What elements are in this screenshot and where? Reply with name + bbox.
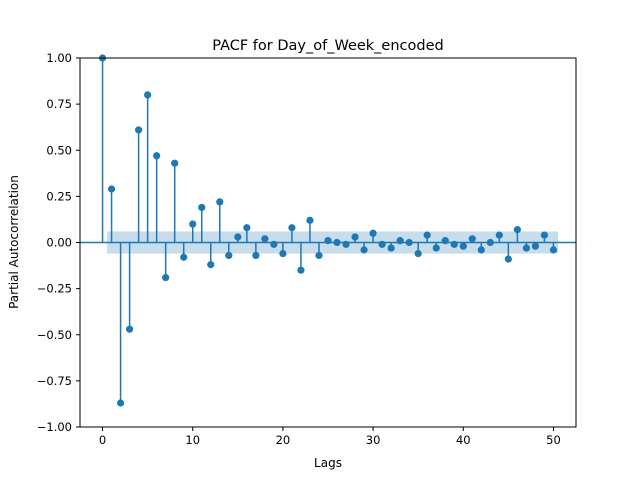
marker-lag-41 [468, 235, 476, 243]
marker-lag-15 [234, 233, 242, 241]
marker-lag-5 [144, 91, 152, 99]
y-tick-label: 0.25 [46, 189, 72, 203]
y-tick-label: −1.00 [37, 420, 72, 434]
y-ticks: −1.00 −0.75 −0.50 −0.25 0.00 0.25 0.50 0.75 1.00 [37, 51, 80, 434]
marker-lag-35 [414, 249, 422, 258]
marker-lag-30 [369, 229, 377, 237]
markers-layer [98, 54, 558, 407]
y-tick-label: −0.25 [37, 282, 72, 296]
marker-lag-46 [513, 225, 521, 234]
chart-title: PACF for Day_of_Week_encoded [212, 38, 443, 54]
y-tick-label: 1.00 [46, 51, 72, 65]
y-tick-label: −0.50 [37, 328, 72, 342]
marker-lag-33 [396, 237, 404, 245]
marker-lag-7 [162, 273, 170, 282]
marker-lag-12 [207, 261, 215, 269]
x-tick-label: 0 [99, 433, 106, 447]
x-axis-label: Lags [314, 456, 342, 470]
marker-lag-32 [387, 244, 395, 252]
marker-lag-50 [549, 246, 558, 254]
marker-lag-16 [243, 224, 251, 232]
y-axis-label: Partial Autocorrelation [7, 175, 21, 309]
marker-lag-4 [135, 126, 143, 134]
marker-lag-14 [225, 251, 233, 260]
x-tick-label: 20 [276, 433, 291, 447]
marker-lag-17 [252, 251, 260, 260]
marker-lag-18 [261, 235, 269, 243]
y-tick-label: 0.50 [46, 143, 72, 157]
y-tick-label: −0.75 [37, 374, 72, 388]
marker-lag-49 [540, 231, 549, 239]
marker-lag-13 [216, 198, 224, 206]
marker-lag-39 [450, 240, 458, 248]
marker-lag-10 [189, 220, 197, 228]
marker-lag-29 [360, 246, 368, 254]
marker-lag-1 [107, 185, 116, 193]
stems-layer [101, 58, 555, 404]
marker-lag-27 [342, 240, 350, 248]
marker-lag-3 [126, 325, 134, 333]
marker-lag-25 [324, 237, 332, 245]
marker-lag-11 [198, 203, 206, 212]
marker-lag-19 [270, 240, 278, 248]
y-tick-label: 0.00 [46, 236, 72, 250]
marker-lag-40 [459, 242, 467, 250]
marker-lag-23 [306, 216, 314, 224]
marker-lag-22 [297, 266, 305, 274]
plot-area [80, 54, 576, 407]
marker-lag-48 [531, 242, 540, 250]
marker-lag-20 [279, 249, 287, 258]
marker-lag-21 [288, 224, 296, 232]
marker-lag-42 [477, 246, 485, 254]
x-tick-label: 40 [456, 433, 471, 447]
x-ticks: 0 10 20 30 40 50 [99, 427, 561, 447]
marker-lag-6 [153, 152, 161, 160]
marker-lag-34 [405, 238, 413, 247]
marker-lag-28 [351, 233, 359, 241]
marker-lag-24 [315, 251, 323, 260]
marker-lag-2 [116, 399, 125, 407]
x-tick-label: 30 [366, 433, 381, 447]
y-tick-label: 0.75 [46, 97, 72, 111]
marker-lag-8 [171, 159, 179, 167]
marker-lag-38 [441, 237, 449, 245]
x-tick-label: 10 [185, 433, 200, 447]
marker-lag-36 [423, 231, 431, 239]
marker-lag-44 [495, 231, 503, 239]
marker-lag-26 [333, 238, 341, 247]
marker-lag-43 [486, 238, 494, 247]
marker-lag-9 [180, 253, 188, 261]
marker-lag-31 [378, 240, 386, 248]
marker-lag-47 [522, 244, 531, 252]
marker-lag-37 [432, 244, 440, 252]
x-tick-label: 50 [546, 433, 561, 447]
marker-lag-45 [504, 255, 512, 263]
